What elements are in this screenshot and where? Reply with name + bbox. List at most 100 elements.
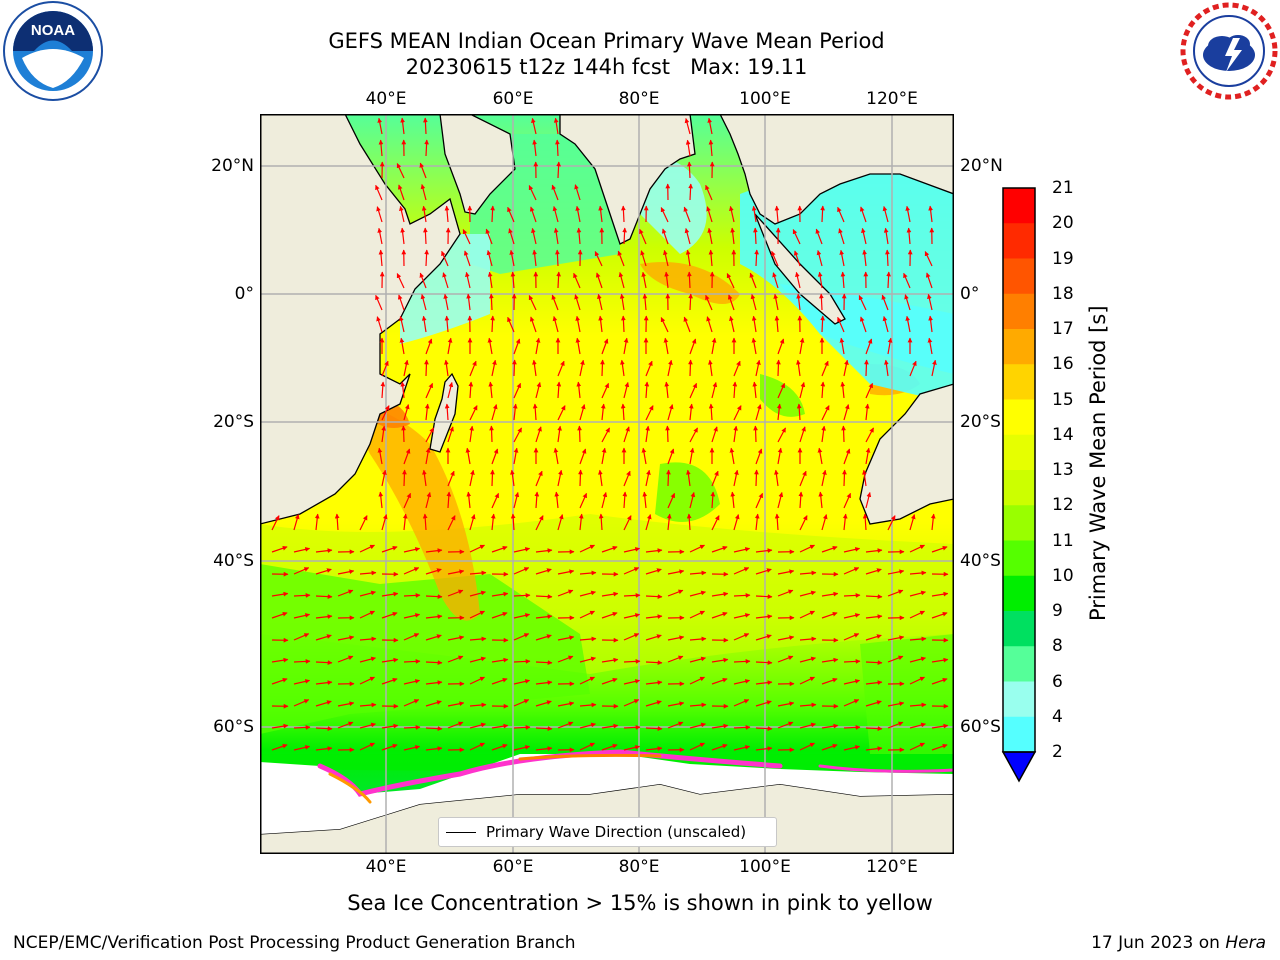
wave-arrow: [667, 589, 684, 597]
wave-arrow: [513, 492, 520, 509]
wave-arrow: [799, 470, 807, 487]
wave-arrow: [799, 515, 808, 531]
wave-arrow: [513, 447, 519, 465]
lon-tick-top-80e: 80°E: [618, 89, 660, 109]
wave-arrow: [930, 513, 936, 531]
wave-arrow: [931, 677, 948, 685]
wave-arrow: [403, 699, 420, 707]
colorbar-swatch: [1003, 223, 1035, 259]
wave-arrow: [799, 426, 806, 443]
wave-arrow: [419, 162, 427, 179]
wave-arrow: [755, 726, 773, 731]
wave-arrow: [532, 139, 537, 157]
wave-arrow: [469, 544, 485, 553]
wave-arrow: [865, 680, 883, 685]
wave-arrow: [507, 316, 515, 333]
wave-arrow: [689, 447, 695, 465]
wave-arrow: [315, 700, 332, 707]
wave-arrow: [381, 545, 398, 553]
wave-arrow: [531, 117, 537, 135]
wave-arrow: [925, 272, 933, 289]
wave-arrow: [909, 514, 916, 531]
wave-arrow: [799, 676, 815, 685]
wave-arrow: [601, 338, 609, 355]
wave-arrow: [359, 722, 376, 729]
colorbar-swatch: [1003, 293, 1035, 330]
wave-arrow: [773, 293, 779, 311]
lon-tick-bottom-60e: 60°E: [492, 857, 534, 877]
wave-arrow: [535, 548, 553, 553]
wave-arrow: [906, 227, 912, 245]
chart-subtitle: 20230615 t12z 144h fcst Max: 19.11: [405, 55, 808, 79]
wave-arrow: [859, 206, 867, 223]
wave-arrow: [557, 469, 563, 487]
wave-arrow: [491, 359, 497, 377]
wave-arrow: [601, 492, 608, 509]
wave-arrow: [579, 448, 587, 465]
wave-arrow: [555, 139, 560, 157]
wave-arrow: [883, 227, 889, 245]
wave-arrow: [733, 405, 742, 421]
wave-arrow: [447, 382, 454, 399]
wave-arrow: [733, 613, 751, 619]
lat-tick-right-20s: 20°S: [960, 412, 1001, 432]
wave-arrow: [598, 469, 603, 487]
wave-arrow: [754, 469, 759, 487]
wave-arrow: [733, 425, 738, 443]
wave-arrow: [293, 514, 300, 531]
wave-arrow: [469, 570, 487, 576]
wave-arrow: [820, 381, 826, 399]
wave-arrow: [378, 139, 384, 157]
wave-arrow: [667, 635, 685, 641]
wave-arrow: [840, 271, 846, 289]
wave-arrow: [730, 491, 736, 509]
wave-arrow: [862, 513, 868, 531]
wave-arrow: [399, 337, 405, 355]
wave-arrow: [777, 701, 795, 707]
wave-arrow: [556, 271, 561, 289]
wave-arrow: [293, 659, 311, 664]
wave-arrow: [422, 513, 428, 531]
wave-arrow: [865, 726, 883, 731]
wave-arrow: [293, 547, 311, 553]
wave-arrow: [887, 655, 904, 663]
wave-arrow: [711, 611, 728, 619]
wave-arrow: [623, 382, 630, 399]
wave-arrow: [774, 315, 780, 333]
wave-arrow: [535, 382, 542, 399]
wave-arrow: [513, 659, 531, 664]
wave-arrow: [337, 569, 355, 575]
wave-arrow: [796, 293, 801, 311]
wave-arrow: [513, 745, 531, 751]
wave-arrow: [557, 514, 564, 531]
map-legend: Primary Wave Direction (unscaled): [438, 817, 777, 847]
lat-tick-left-20n: 20°N: [211, 156, 254, 176]
wave-arrow: [469, 702, 487, 708]
wave-arrow: [689, 676, 705, 685]
colorbar: [1000, 186, 1040, 786]
wave-arrow: [663, 249, 669, 267]
wave-arrow: [623, 567, 640, 575]
wave-arrow: [513, 382, 522, 399]
wave-arrow: [557, 655, 574, 663]
svg-text:NOAA: NOAA: [31, 22, 75, 39]
wave-arrow: [507, 206, 515, 223]
wave-arrow: [531, 227, 537, 245]
wave-arrow: [711, 723, 729, 729]
map-panel: Primary Wave Direction (unscaled): [260, 114, 954, 854]
wave-arrow: [400, 227, 405, 245]
wave-arrow: [706, 316, 713, 333]
wave-arrow: [865, 492, 872, 509]
wave-arrow: [909, 590, 926, 597]
wave-arrow: [315, 634, 332, 641]
wave-arrow: [865, 427, 875, 443]
colorbar-swatch: [1003, 575, 1035, 612]
wave-arrow: [750, 294, 757, 311]
wave-arrow: [645, 425, 650, 443]
wave-arrow: [576, 227, 582, 245]
wave-arrow: [820, 205, 825, 223]
wave-arrow: [732, 381, 738, 399]
wave-arrow: [557, 405, 566, 421]
wave-arrow: [644, 381, 650, 399]
wave-arrow: [397, 184, 405, 201]
